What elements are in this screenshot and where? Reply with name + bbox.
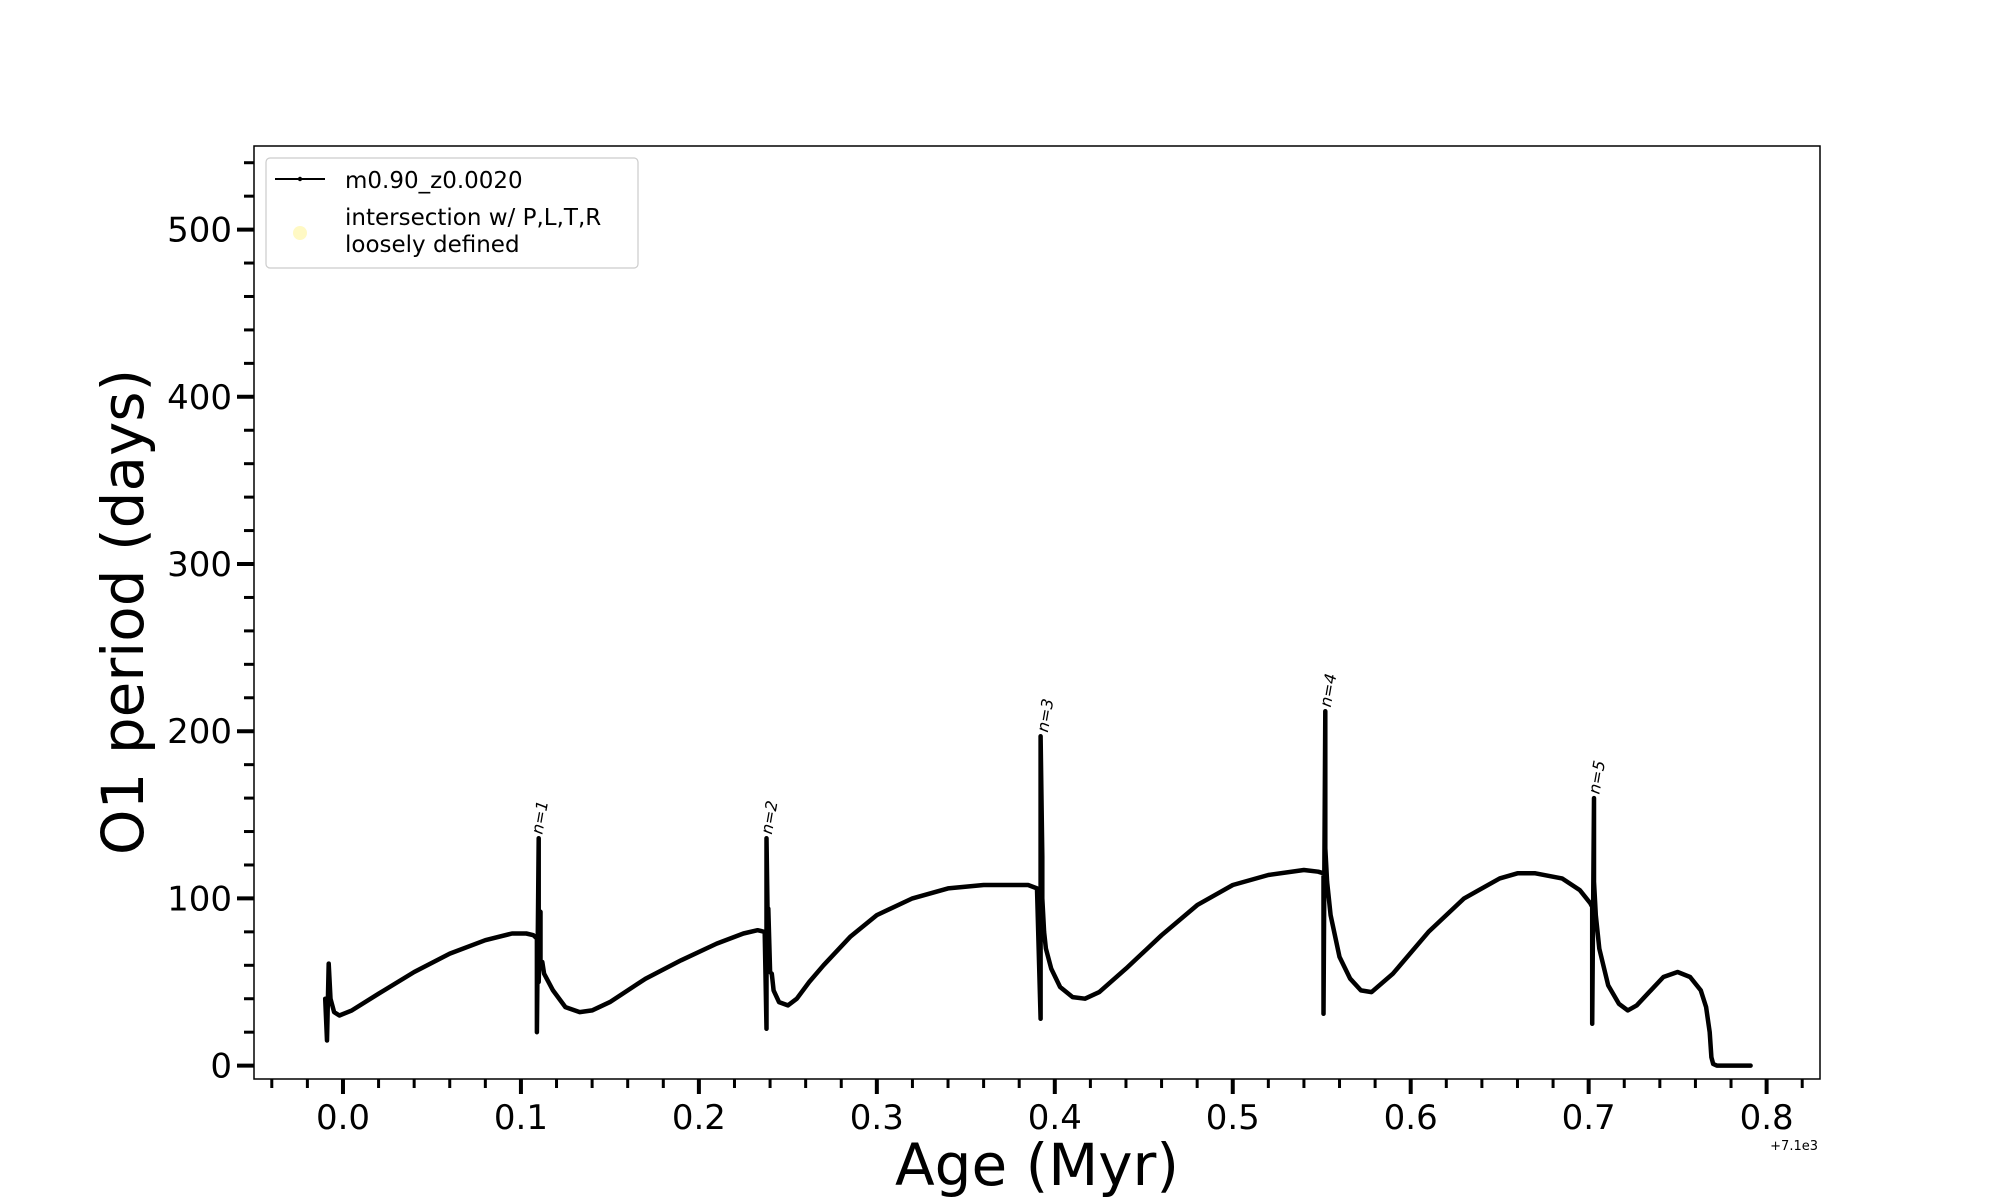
pulse-annotation-label: n=2 bbox=[757, 799, 782, 836]
legend-label-intersection-line1: intersection w/ P,L,T,R bbox=[345, 205, 601, 231]
x-tick-label: 0.8 bbox=[1740, 1098, 1794, 1138]
pulse-annotation-label: n=1 bbox=[528, 799, 553, 836]
y-tick-label: 400 bbox=[167, 378, 232, 418]
legend: m0.90_z0.0020 intersection w/ P,L,T,R lo… bbox=[265, 157, 639, 269]
plot-frame bbox=[253, 145, 1821, 1080]
legend-box bbox=[265, 157, 639, 269]
y-axis-title: O1 period (days) bbox=[89, 369, 157, 855]
x-tick-label: 0.6 bbox=[1384, 1098, 1438, 1138]
legend-dot-marker bbox=[297, 176, 303, 182]
legend-label-series: m0.90_z0.0020 bbox=[345, 168, 523, 194]
y-axis-tick-labels: 0 100 200 300 400 500 bbox=[167, 211, 232, 1087]
legend-circle-marker bbox=[293, 226, 307, 240]
pulse-annotation-label: n=4 bbox=[1316, 672, 1341, 709]
annotations: n=1 n=2 n=3 n=4 n=5 bbox=[528, 672, 1610, 836]
y-tick-label: 300 bbox=[167, 545, 232, 585]
x-axis-ticks bbox=[270, 1079, 1804, 1094]
pulse-annotation-label: n=5 bbox=[1585, 759, 1610, 796]
x-tick-label: 0.2 bbox=[672, 1098, 726, 1138]
x-tick-label: 0.1 bbox=[494, 1098, 548, 1138]
x-tick-label: 0.7 bbox=[1562, 1098, 1616, 1138]
series-line bbox=[322, 708, 1753, 1068]
x-axis-tick-labels: 0.0 0.1 0.2 0.3 0.4 0.5 0.6 0.7 0.8 bbox=[316, 1098, 1794, 1138]
series-group bbox=[322, 708, 1753, 1068]
y-axis-ticks bbox=[237, 161, 254, 1068]
y-tick-label: 500 bbox=[167, 211, 232, 251]
x-offset-text: +7.1e3 bbox=[1770, 1139, 1818, 1154]
legend-label-intersection-line2: loosely defined bbox=[345, 232, 520, 258]
x-tick-label: 0.4 bbox=[1028, 1098, 1082, 1138]
pulse-annotation-label: n=3 bbox=[1033, 697, 1058, 734]
y-tick-label: 200 bbox=[167, 712, 232, 752]
x-axis-title: Age (Myr) bbox=[895, 1131, 1179, 1199]
y-tick-label: 100 bbox=[167, 879, 232, 919]
y-tick-label: 0 bbox=[210, 1047, 232, 1087]
x-tick-label: 0.0 bbox=[316, 1098, 370, 1138]
x-tick-label: 0.5 bbox=[1206, 1098, 1260, 1138]
x-tick-label: 0.3 bbox=[850, 1098, 904, 1138]
